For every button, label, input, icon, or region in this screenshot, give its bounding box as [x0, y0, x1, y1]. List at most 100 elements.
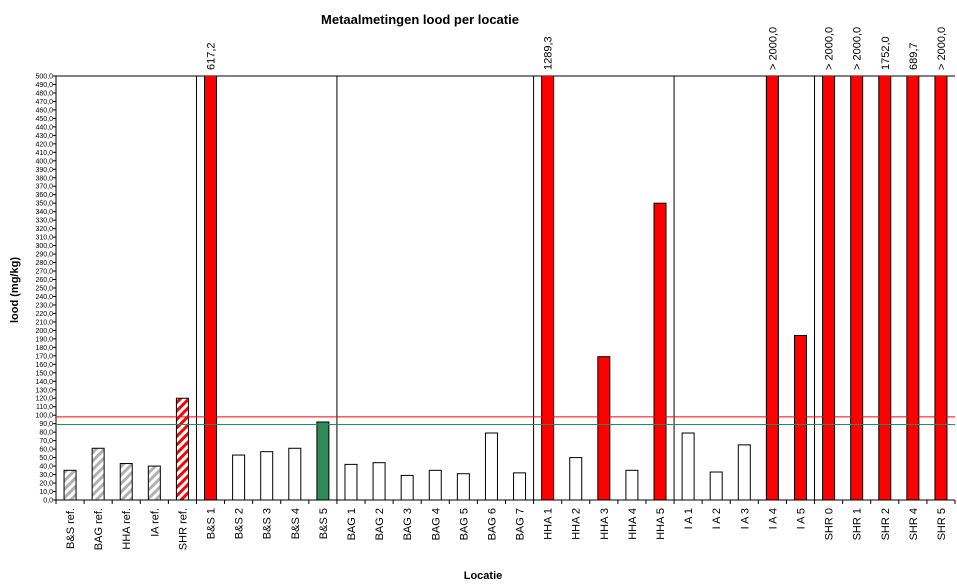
x-tick-label: I A 1: [683, 508, 695, 529]
y-tick-label: 60,0: [39, 447, 53, 454]
x-tick-label: BAG 2: [374, 508, 386, 540]
x-tick-label: SHR ref.: [177, 508, 189, 550]
bar: [428, 469, 442, 501]
x-tick-label: I A 3: [739, 508, 751, 529]
x-tick-label: I A 5: [795, 508, 807, 529]
y-tick-label: 30,0: [39, 472, 53, 479]
y-tick-label: 10,0: [39, 489, 53, 496]
x-tick-label: I A 4: [767, 508, 779, 529]
y-tick-label: 500,0: [35, 74, 53, 81]
value-label: > 2000,0: [936, 27, 948, 70]
y-tick-label: 340,0: [35, 209, 53, 216]
bar: [681, 432, 695, 501]
y-tick-label: 290,0: [35, 252, 53, 259]
bar: [484, 432, 498, 501]
bar: [344, 463, 358, 501]
y-tick-label: 430,0: [35, 133, 53, 140]
y-axis-label: lood (mg/kg): [9, 257, 21, 323]
y-tick-label: 400,0: [35, 158, 53, 165]
value-label: 1289,3: [543, 36, 555, 70]
y-tick-label: 180,0: [35, 345, 53, 352]
x-tick-label: B&S 2: [234, 508, 246, 539]
x-tick-label: B&S 3: [262, 508, 274, 539]
y-tick-label: 440,0: [35, 124, 53, 131]
x-tick-label: B&S 1: [206, 508, 218, 539]
bar: [204, 76, 218, 501]
y-tick-label: 120,0: [35, 396, 53, 403]
x-tick-label: BAG 5: [458, 508, 470, 540]
y-tick-label: 360,0: [35, 192, 53, 199]
y-tick-label: 90,0: [39, 421, 53, 428]
bar: [372, 462, 386, 501]
bar: [737, 444, 751, 501]
y-tick-label: 0,0: [43, 498, 53, 505]
y-tick-label: 320,0: [35, 226, 53, 233]
y-tick-label: 240,0: [35, 294, 53, 301]
x-tick-label: HHA 5: [655, 508, 667, 540]
bar: [793, 334, 807, 501]
bar: [541, 76, 555, 501]
x-tick-label: HHA ref.: [121, 508, 133, 550]
bar: [569, 457, 583, 501]
y-tick-label: 480,0: [35, 90, 53, 97]
y-tick-label: 170,0: [35, 353, 53, 360]
value-label: > 2000,0: [767, 27, 779, 70]
value-label: 1752,0: [880, 36, 892, 70]
bar: [765, 76, 779, 501]
y-tick-label: 70,0: [39, 438, 53, 445]
y-tick-label: 350,0: [35, 201, 53, 208]
y-tick-label: 390,0: [35, 167, 53, 174]
bar: [625, 469, 639, 501]
x-tick-label: BAG 1: [346, 508, 358, 540]
y-tick-label: 100,0: [35, 413, 53, 420]
y-tick-label: 300,0: [35, 243, 53, 250]
bar: [456, 473, 470, 501]
x-tick-label: BAG 3: [402, 508, 414, 540]
x-tick-label: SHR 5: [936, 508, 948, 540]
y-tick-label: 280,0: [35, 260, 53, 267]
y-tick-label: 40,0: [39, 464, 53, 471]
y-tick-label: 330,0: [35, 218, 53, 225]
y-tick-label: 210,0: [35, 319, 53, 326]
x-tick-label: SHR 4: [908, 508, 920, 540]
bar: [400, 474, 414, 501]
y-tick-label: 420,0: [35, 141, 53, 148]
bar: [822, 76, 836, 501]
y-tick-label: 140,0: [35, 379, 53, 386]
y-tick-label: 370,0: [35, 184, 53, 191]
x-tick-label: BAG 7: [515, 508, 527, 540]
bar: [878, 76, 892, 501]
y-tick-label: 110,0: [36, 404, 53, 411]
bar: [653, 202, 667, 501]
y-tick-label: 470,0: [35, 99, 53, 106]
x-tick-label: SHR 2: [880, 508, 892, 540]
x-tick-label: IA ref.: [149, 508, 161, 537]
bar: [175, 397, 189, 501]
x-tick-label: HHA 1: [543, 508, 555, 540]
bar: [934, 76, 948, 501]
y-tick-label: 310,0: [35, 235, 53, 242]
bar: [597, 356, 611, 501]
y-tick-label: 260,0: [35, 277, 53, 284]
x-tick-label: B&S 4: [290, 508, 302, 539]
y-tick-label: 20,0: [39, 481, 53, 488]
y-tick-label: 200,0: [35, 328, 53, 335]
bar: [850, 76, 864, 501]
x-tick-label: I A 2: [711, 508, 723, 529]
y-tick-label: 50,0: [39, 455, 53, 462]
y-tick-label: 190,0: [35, 336, 53, 343]
bar: [119, 463, 133, 501]
bar: [513, 472, 527, 501]
bar: [63, 469, 77, 501]
chart-title: Metaalmetingen lood per locatie: [321, 12, 519, 27]
x-tick-label: SHR 0: [824, 508, 836, 540]
bar: [288, 447, 302, 501]
x-tick-label: BAG 4: [430, 508, 442, 540]
value-label: > 2000,0: [852, 27, 864, 70]
value-label: 617,2: [206, 42, 218, 70]
y-tick-label: 150,0: [35, 370, 53, 377]
bar: [709, 471, 723, 501]
x-tick-label: B&S 5: [318, 508, 330, 539]
bar: [316, 421, 330, 501]
